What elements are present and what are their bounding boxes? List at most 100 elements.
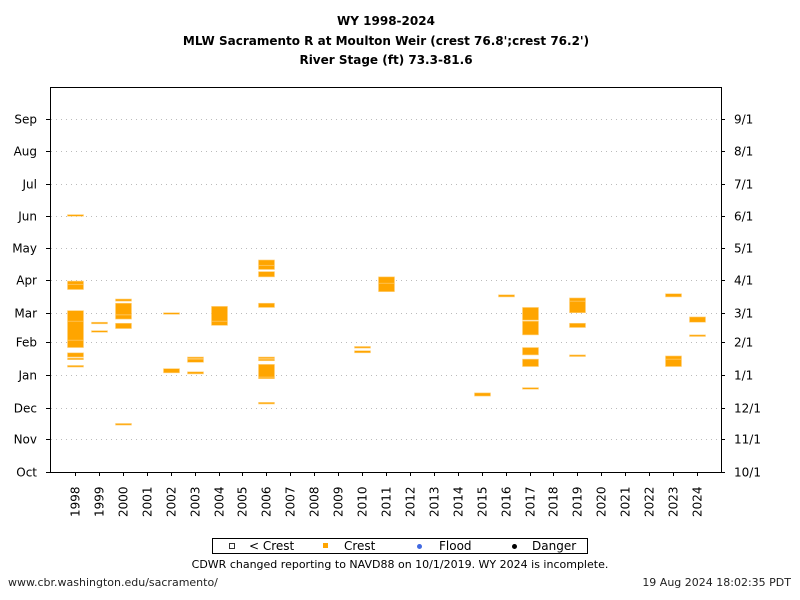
crest-bar bbox=[258, 302, 275, 308]
crest-bar bbox=[258, 358, 275, 362]
crest-bar bbox=[569, 297, 586, 302]
y-tick-label-right: 11/1 bbox=[734, 433, 761, 447]
crest-bar bbox=[115, 298, 132, 302]
legend-danger-label: Danger bbox=[532, 539, 577, 553]
y-tick-label-right: 6/1 bbox=[734, 210, 753, 224]
crest-bar bbox=[211, 306, 228, 322]
crest-bar bbox=[258, 356, 275, 359]
x-tick-label: 2000 bbox=[117, 486, 131, 517]
y-tick-label: May bbox=[12, 242, 37, 256]
x-tick-label: 2005 bbox=[236, 486, 250, 517]
x-tick-label: 2001 bbox=[141, 486, 155, 517]
legend-below-crest-marker bbox=[229, 543, 235, 549]
crest-bar bbox=[67, 320, 84, 341]
crest-bar bbox=[67, 339, 84, 348]
y-tick-label-right: 10/1 bbox=[734, 466, 761, 480]
crest-bar bbox=[498, 294, 515, 298]
legend-below-crest-label: < Crest bbox=[249, 539, 295, 553]
crest-bar bbox=[689, 316, 706, 323]
x-tick-label: 2013 bbox=[428, 486, 442, 517]
crest-bar bbox=[354, 346, 371, 349]
crest-bar bbox=[258, 402, 275, 405]
timestamp: 19 Aug 2024 18:02:35 PDT bbox=[642, 576, 791, 589]
crest-bar bbox=[211, 320, 228, 326]
y-tick-label: Jun bbox=[17, 210, 37, 224]
crest-bar bbox=[258, 364, 275, 378]
legend-flood-label: Flood bbox=[439, 539, 472, 553]
crest-bar bbox=[67, 283, 84, 290]
crest-bar bbox=[91, 321, 108, 325]
crest-bar bbox=[187, 358, 204, 363]
crest-bar bbox=[665, 293, 682, 298]
y-tick-label-right: 5/1 bbox=[734, 242, 753, 256]
chart-title: WY 1998-2024 bbox=[337, 14, 435, 28]
x-tick-label: 2008 bbox=[308, 486, 322, 517]
crest-bar bbox=[522, 358, 539, 367]
y-tick-label-right: 9/1 bbox=[734, 113, 753, 127]
y-tick-label: Apr bbox=[16, 274, 37, 288]
crest-bar bbox=[187, 356, 204, 359]
y-tick-label: Mar bbox=[14, 307, 37, 321]
crest-bar bbox=[354, 350, 371, 354]
crest-bar bbox=[378, 282, 395, 292]
crest-bar bbox=[665, 358, 682, 367]
crest-bar bbox=[522, 320, 539, 336]
legend-danger-marker bbox=[512, 544, 517, 549]
crest-bar bbox=[67, 357, 84, 360]
x-tick-label: 2014 bbox=[452, 486, 466, 517]
y-tick-label: Sep bbox=[14, 113, 37, 127]
crest-bar bbox=[258, 259, 275, 266]
x-tick-label: 2006 bbox=[260, 486, 274, 517]
crest-bar bbox=[115, 314, 132, 320]
crest-bar bbox=[378, 276, 395, 284]
legend-crest-marker bbox=[323, 543, 328, 548]
y-tick-label: Feb bbox=[16, 336, 37, 350]
crest-bar bbox=[689, 334, 706, 337]
x-tick-label: 2021 bbox=[619, 486, 633, 517]
crest-bar bbox=[115, 302, 132, 316]
crest-bar bbox=[522, 307, 539, 321]
crest-bar bbox=[115, 423, 132, 426]
x-tick-label: 2018 bbox=[547, 486, 561, 517]
crest-bar bbox=[665, 355, 682, 360]
crest-bar bbox=[522, 387, 539, 390]
crest-bar bbox=[163, 312, 180, 315]
x-tick-label: 2024 bbox=[691, 486, 705, 517]
legend-flood-marker bbox=[417, 544, 422, 549]
legend-crest-label: Crest bbox=[344, 539, 376, 553]
crest-bar bbox=[115, 322, 132, 329]
x-tick-label: 2011 bbox=[380, 486, 394, 517]
x-tick-label: 2004 bbox=[213, 486, 227, 517]
crest-bar bbox=[569, 354, 586, 357]
x-tick-label: 1999 bbox=[93, 486, 107, 517]
x-tick-label: 2019 bbox=[571, 486, 585, 517]
crest-bar bbox=[258, 264, 275, 270]
crest-bar bbox=[187, 371, 204, 375]
crest-bar bbox=[67, 280, 84, 285]
y-tick-label: Jan bbox=[18, 369, 38, 383]
crest-bar bbox=[522, 347, 539, 356]
x-tick-label: 2002 bbox=[165, 486, 179, 517]
crest-bar bbox=[67, 352, 84, 358]
x-tick-label: 2009 bbox=[332, 486, 346, 517]
y-tick-label-right: 2/1 bbox=[734, 336, 753, 350]
crest-bar bbox=[67, 214, 84, 217]
y-tick-label-right: 4/1 bbox=[734, 274, 753, 288]
footnote: CDWR changed reporting to NAVD88 on 10/1… bbox=[191, 558, 609, 571]
y-tick-label-right: 3/1 bbox=[734, 307, 753, 321]
chart-range: River Stage (ft) 73.3-81.6 bbox=[299, 53, 473, 67]
y-tick-label: Oct bbox=[16, 466, 37, 480]
y-tick-label: Aug bbox=[14, 145, 37, 159]
crest-bar bbox=[67, 310, 84, 322]
crest-bar bbox=[569, 300, 586, 314]
x-tick-label: 2023 bbox=[667, 486, 681, 517]
source-link[interactable]: www.cbr.washington.edu/sacramento/ bbox=[8, 576, 218, 589]
y-tick-label: Dec bbox=[14, 402, 37, 416]
crest-bar bbox=[91, 330, 108, 333]
x-tick-label: 2017 bbox=[524, 486, 538, 517]
y-tick-label-right: 12/1 bbox=[734, 402, 761, 416]
x-tick-label: 2012 bbox=[404, 486, 418, 517]
crest-bar bbox=[569, 322, 586, 328]
